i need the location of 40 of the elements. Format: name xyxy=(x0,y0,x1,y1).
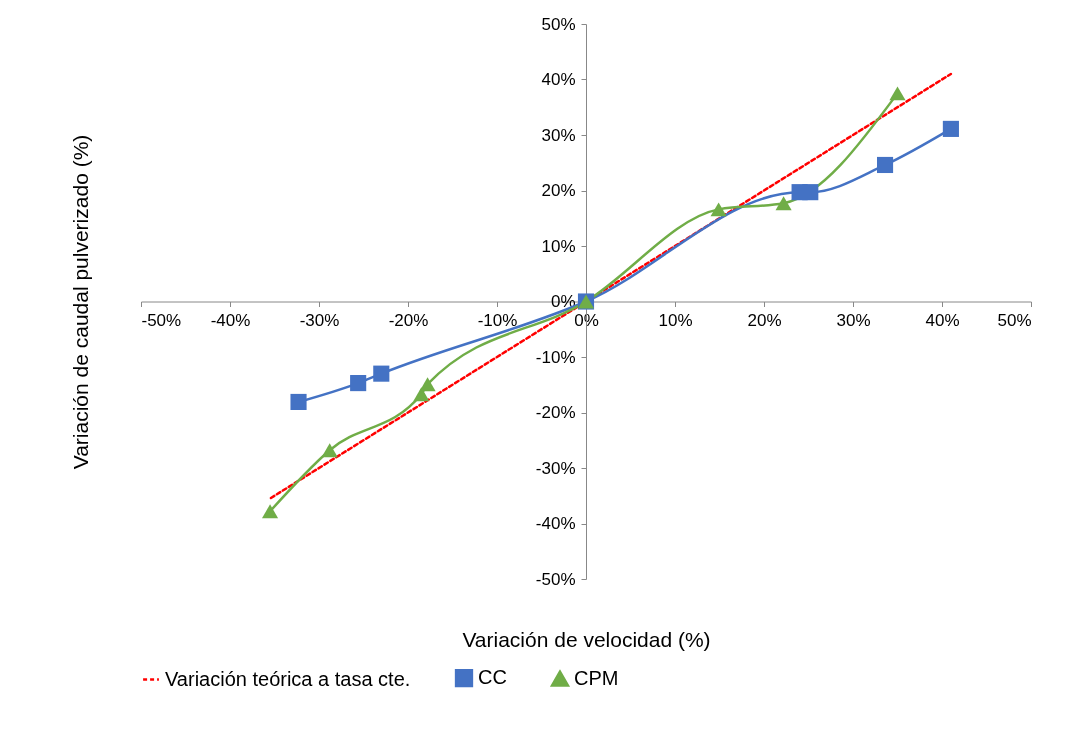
y-tick-label: 40% xyxy=(541,70,576,89)
point xyxy=(775,196,792,211)
x-tick-label: 0% xyxy=(574,311,599,330)
y-tick-label: -30% xyxy=(535,458,576,478)
legend-label: CC xyxy=(478,666,507,689)
point xyxy=(876,156,894,174)
point xyxy=(419,377,436,392)
x-tick-label: -40% xyxy=(210,311,251,330)
point xyxy=(889,86,906,101)
point xyxy=(350,375,367,392)
x-axis-title: Variación de velocidad (%) xyxy=(462,627,711,651)
x-tick-label: 30% xyxy=(836,311,871,330)
x-tick-label: 40% xyxy=(925,311,960,330)
point xyxy=(710,202,727,217)
y-tick-label: 50% xyxy=(541,14,576,34)
point xyxy=(373,365,390,382)
x-tick-label: 20% xyxy=(747,311,782,330)
point xyxy=(321,443,338,458)
point xyxy=(802,184,819,201)
y-tick-label: -50% xyxy=(535,569,576,589)
y-tick-label: -20% xyxy=(535,403,576,422)
y-tick-label: -40% xyxy=(535,514,576,533)
point xyxy=(413,387,430,402)
x-tick-label: -30% xyxy=(299,311,340,330)
y-tick-label: 0% xyxy=(550,292,576,311)
x-tick-label: -20% xyxy=(388,311,429,330)
y-tick-label: 20% xyxy=(541,181,576,200)
point xyxy=(290,393,307,411)
y-tick-label: 30% xyxy=(541,125,576,145)
legend-label: CPM xyxy=(574,666,619,689)
x-tick-label: -10% xyxy=(477,311,518,330)
y-tick-label: -10% xyxy=(535,347,576,367)
y-tick-label: 10% xyxy=(541,236,576,256)
point xyxy=(942,120,959,137)
y-axis-title: Variación de caudal pulverizado (%) xyxy=(68,134,92,470)
x-tick-label: -50% xyxy=(141,311,182,330)
legend-label: Variación teórica a tasa cte. xyxy=(165,667,411,690)
point xyxy=(261,504,279,519)
x-tick-label: 50% xyxy=(997,311,1032,330)
x-tick-label: 10% xyxy=(658,311,693,330)
